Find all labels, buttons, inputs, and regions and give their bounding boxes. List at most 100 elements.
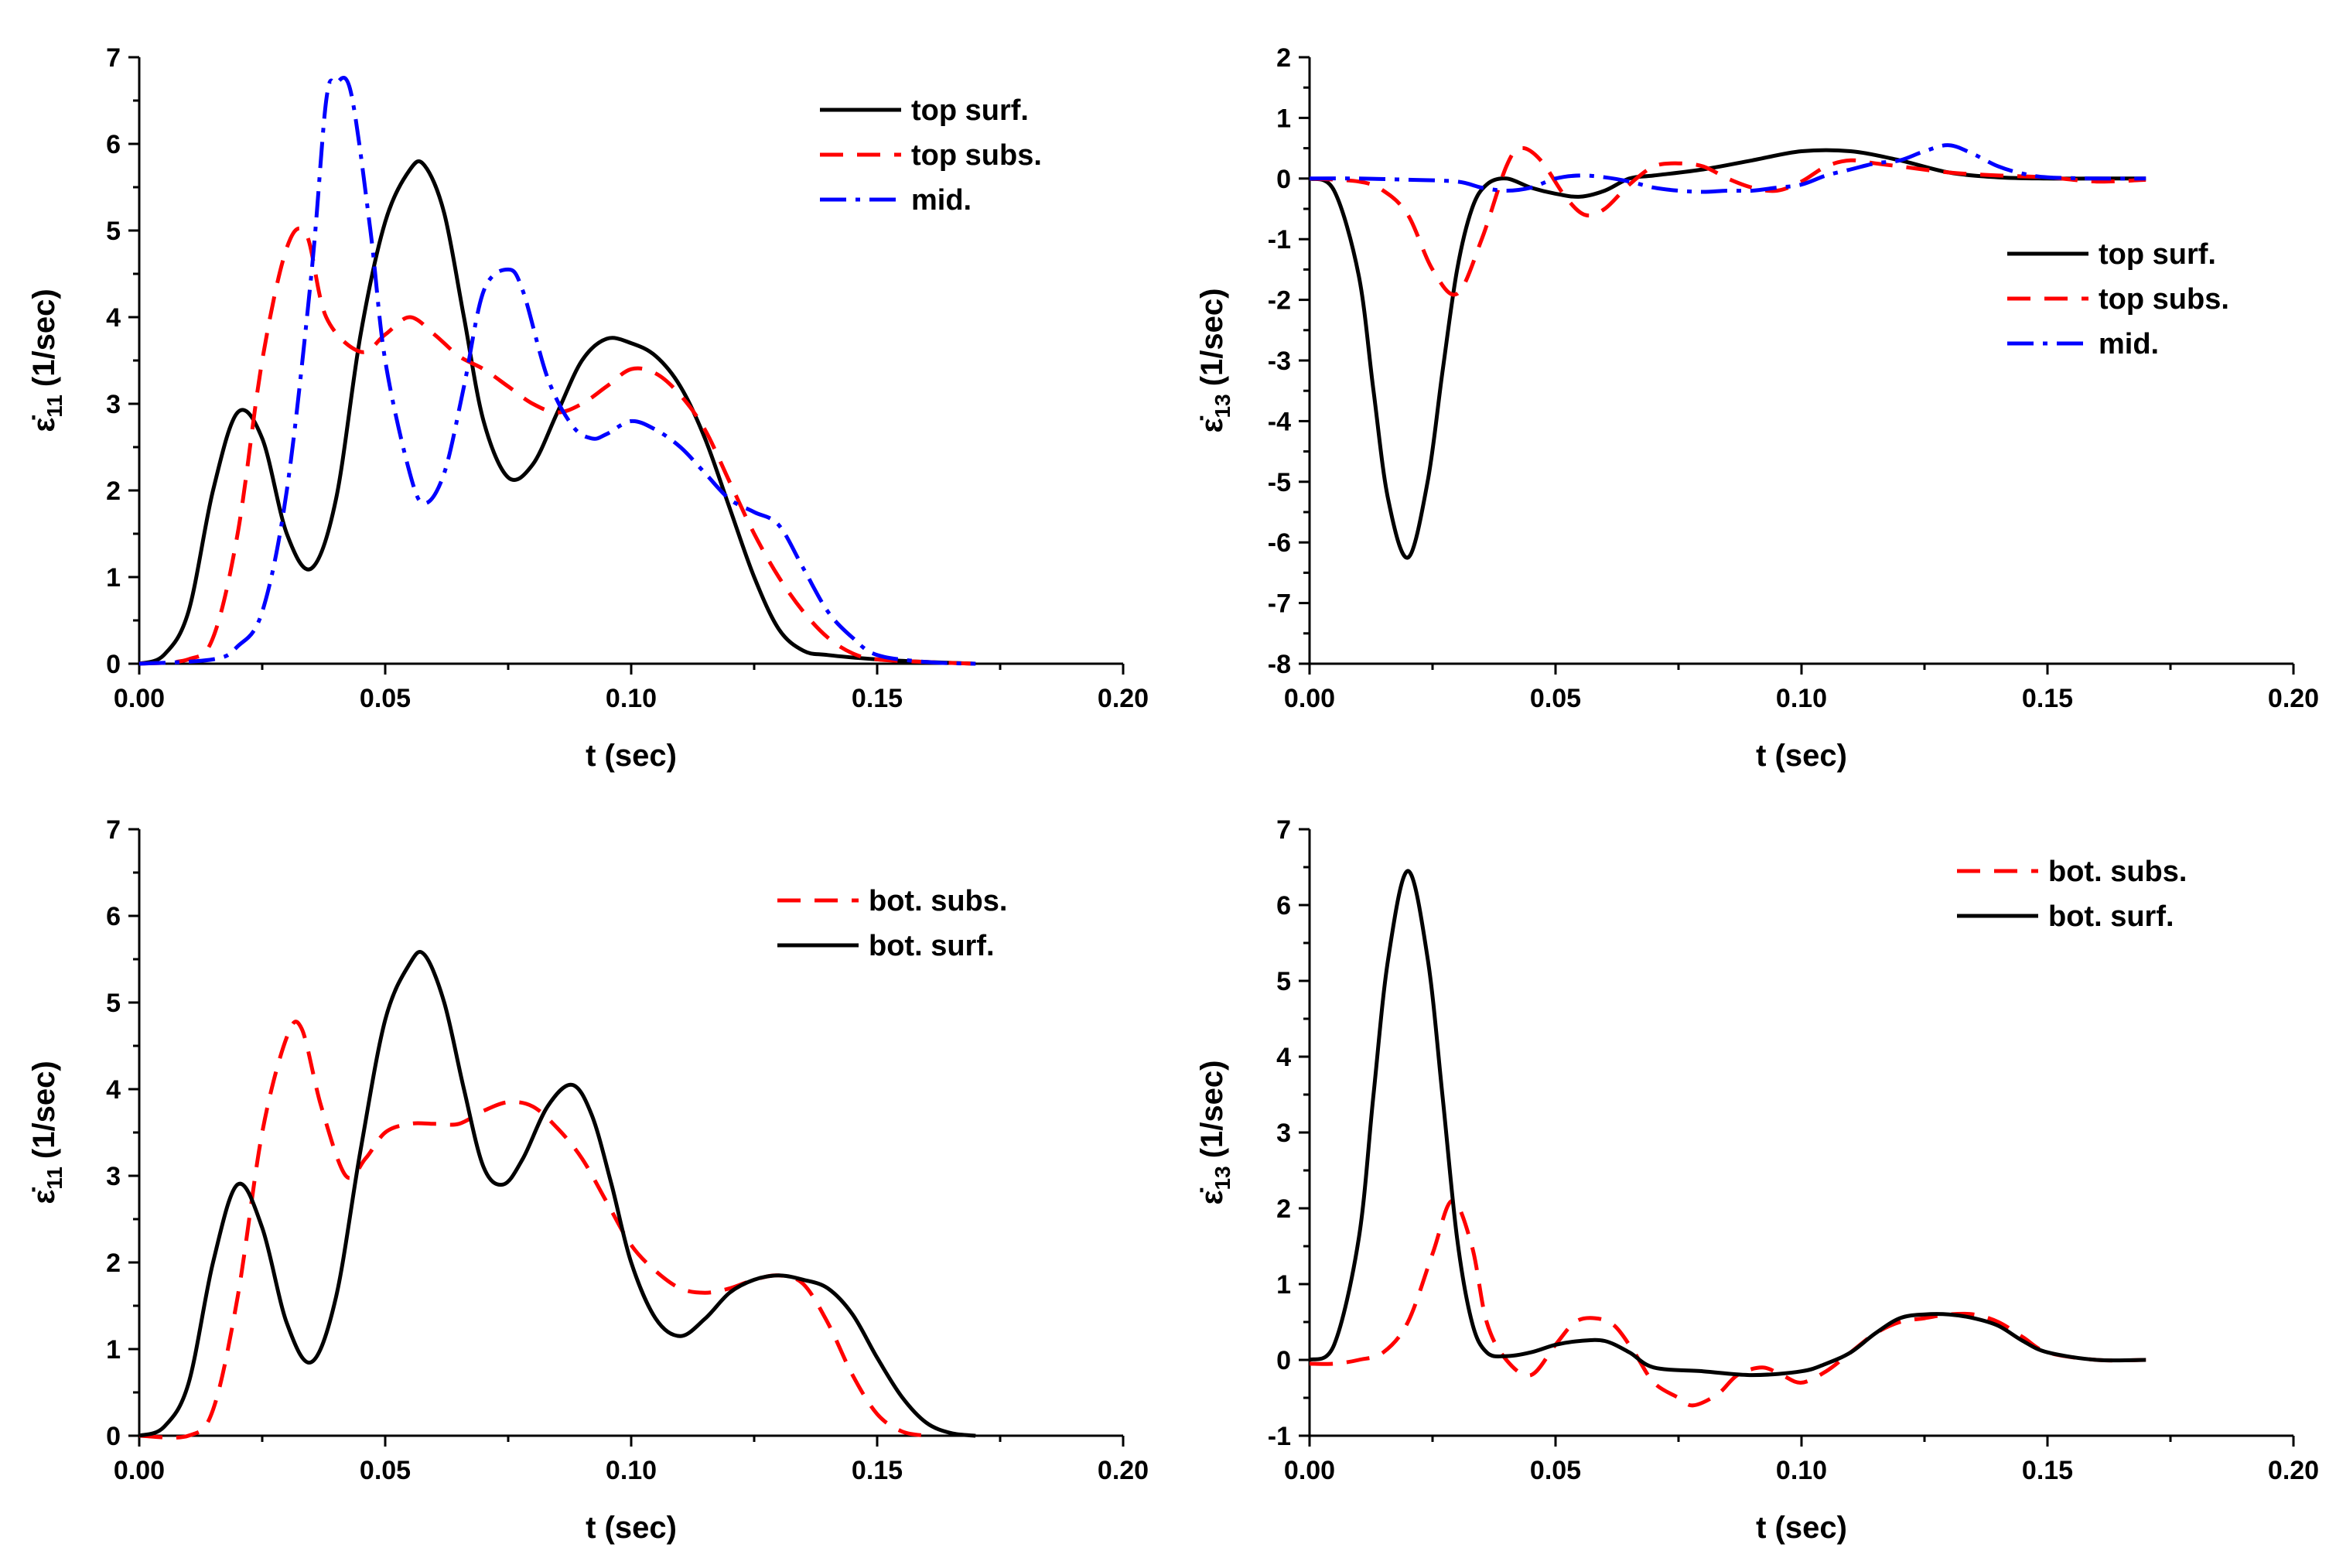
y-tick-label: 7 (106, 43, 121, 73)
y-tick-label: 1 (106, 563, 121, 593)
x-tick-label: 0.15 (2022, 684, 2073, 713)
y-tick-label: -5 (1268, 468, 1291, 497)
x-tick-label: 0.05 (360, 684, 411, 713)
y-axis-unit: (1/sec) (1195, 1061, 1229, 1159)
x-tick-label: 0.20 (1098, 1456, 1149, 1485)
legend-label: bot. subs. (2048, 856, 2187, 888)
series-line-mid (1309, 143, 2146, 194)
x-tick-label: 0.10 (1776, 684, 1827, 713)
chart-svg: 0.00 0.05 0.10 0.15 0.20 0 1 2 3 4 5 6 7 t (sec) ε̇11 (… (27, 815, 1149, 1545)
y-axis-unit: (1/sec) (27, 289, 61, 387)
legend-label: bot. surf. (869, 930, 995, 962)
y-tick-label: 1 (1276, 1270, 1291, 1300)
legend: bot. subs. bot. surf. (777, 885, 1007, 962)
x-tick-label: 0.00 (114, 684, 165, 713)
y-tick-label: 3 (106, 1162, 121, 1191)
y-axis-symbol: ε̇ (1195, 415, 1229, 432)
x-axis-label: t (sec) (586, 1511, 677, 1545)
y-tick-label: 5 (106, 217, 121, 246)
chart-panel-bottom-right: 0.00 0.05 0.10 0.15 0.20 -1 0 1 2 3 4 5 6 7 t (sec) ε̇1… (1168, 784, 2336, 1568)
x-tick-label: 0.10 (1776, 1456, 1827, 1485)
chart-svg: 0.00 0.05 0.10 0.15 0.20 -1 0 1 2 3 4 5 6 7 t (sec) ε̇1… (1195, 815, 2319, 1545)
x-tick-label: 0.15 (2022, 1456, 2073, 1485)
y-axis-subscript: 11 (43, 395, 67, 418)
x-tick-label: 0.15 (852, 1456, 903, 1485)
legend: bot. subs. bot. surf. (1957, 856, 2187, 933)
x-tick-label: 0.10 (606, 684, 657, 713)
chart-svg: 0.00 0.05 0.10 0.15 0.20 0 1 2 3 4 5 6 7 t (sec) ε̇11 (… (27, 43, 1149, 773)
y-tick-label: 6 (106, 130, 121, 159)
series-line-mid (138, 76, 976, 666)
legend: top surf. top subs. mid. (820, 94, 1042, 217)
y-axis-label: ε̇11 (1/sec) (27, 289, 67, 432)
y-tick-label: -3 (1268, 347, 1291, 376)
x-axis-label: t (sec) (1756, 739, 1847, 773)
x-tick-label: 0.05 (1530, 1456, 1581, 1485)
x-tick-label: 0.00 (114, 1456, 165, 1485)
legend: top surf. top subs. mid. (2007, 238, 2229, 360)
y-tick-label: 6 (106, 902, 121, 931)
y-tick-label: -4 (1268, 407, 1291, 436)
x-axis-label: t (sec) (586, 739, 677, 773)
y-tick-label: 7 (106, 815, 121, 845)
y-axis-unit: (1/sec) (1195, 289, 1229, 387)
y-tick-label: 0 (106, 650, 121, 679)
chart-panel-top-left: 0.00 0.05 0.10 0.15 0.20 0 1 2 3 4 5 6 7 t (sec) ε̇11 (… (0, 0, 1168, 784)
y-tick-label: 0 (1276, 165, 1291, 194)
y-tick-label: 5 (1276, 967, 1291, 996)
y-tick-label: 4 (106, 1075, 121, 1105)
series-line-bot-subs (138, 1020, 927, 1440)
legend-label: top subs. (911, 139, 1042, 172)
y-tick-label: -7 (1268, 589, 1291, 619)
chart-panel-top-right: 0.00 0.05 0.10 0.15 0.20 -8 -7 -6 -5 -4 -3 -2 -1 0 1 2 t… (1168, 0, 2336, 784)
axes: 0.00 0.05 0.10 0.15 0.20 -1 0 1 2 3 4 5 6 7 (1268, 815, 2319, 1485)
series-group (1308, 869, 2146, 1408)
y-tick-label: -1 (1268, 225, 1291, 255)
series-line-top-surf (1308, 148, 2146, 560)
y-axis-symbol: ε̇ (27, 415, 61, 432)
series-line-top-subs (1309, 145, 2146, 297)
legend-label: bot. subs. (869, 885, 1007, 917)
x-tick-label: 0.00 (1284, 1456, 1335, 1485)
legend-label: top subs. (2099, 283, 2229, 316)
y-axis-subscript: 13 (1211, 1166, 1235, 1190)
x-tick-label: 0.20 (2268, 684, 2319, 713)
legend-label: mid. (911, 184, 972, 217)
y-axis-symbol: ε̇ (1195, 1187, 1229, 1204)
y-tick-label: 4 (1276, 1043, 1291, 1072)
y-tick-label: 1 (1276, 104, 1291, 133)
legend-label: mid. (2099, 328, 2159, 360)
series-line-top-subs (138, 226, 976, 666)
y-tick-label: 5 (106, 989, 121, 1018)
x-tick-label: 0.10 (606, 1456, 657, 1485)
y-tick-label: -8 (1268, 650, 1291, 679)
x-axis-label: t (sec) (1756, 1511, 1847, 1545)
y-tick-label: 0 (1276, 1346, 1291, 1375)
y-tick-label: -6 (1268, 528, 1291, 558)
series-group (1308, 143, 2146, 560)
series-line-top-surf (138, 159, 976, 666)
y-axis-symbol: ε̇ (27, 1187, 61, 1204)
legend-label: top surf. (911, 94, 1029, 127)
chart-panel-bottom-left: 0.00 0.05 0.10 0.15 0.20 0 1 2 3 4 5 6 7 t (sec) ε̇11 (… (0, 784, 1168, 1568)
y-tick-label: 2 (1276, 43, 1291, 73)
x-tick-label: 0.20 (1098, 684, 1149, 713)
series-line-bot-subs (1309, 1198, 2146, 1408)
x-tick-label: 0.05 (360, 1456, 411, 1485)
y-axis-label: ε̇13 (1/sec) (1195, 1061, 1235, 1205)
x-tick-label: 0.15 (852, 684, 903, 713)
series-group (138, 950, 976, 1440)
series-line-bot-surf (1308, 869, 2146, 1378)
chart-svg: 0.00 0.05 0.10 0.15 0.20 -8 -7 -6 -5 -4 -3 -2 -1 0 1 2 t… (1195, 43, 2319, 773)
x-tick-label: 0.05 (1530, 684, 1581, 713)
y-tick-label: 0 (106, 1422, 121, 1451)
y-axis-label: ε̇13 (1/sec) (1195, 289, 1235, 433)
y-tick-label: 2 (106, 1249, 121, 1278)
axes: 0.00 0.05 0.10 0.15 0.20 0 1 2 3 4 5 6 7 (106, 43, 1149, 713)
y-tick-label: 3 (1276, 1119, 1291, 1148)
y-tick-label: 2 (106, 477, 121, 506)
x-tick-label: 0.20 (2268, 1456, 2319, 1485)
series-line-bot-surf (138, 950, 976, 1438)
legend-label: bot. surf. (2048, 900, 2174, 933)
x-tick-label: 0.00 (1284, 684, 1335, 713)
